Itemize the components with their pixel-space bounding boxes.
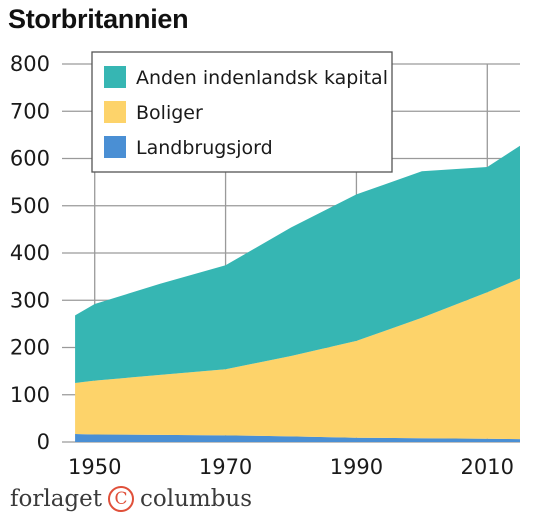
- area-boliger: [75, 278, 520, 440]
- legend: Anden indenlandsk kapital Boliger Landbrug…: [91, 51, 393, 173]
- y-axis: 0 100 200 300 400 500 600 700 800: [10, 52, 50, 454]
- x-axis: 1950 1970 1990 2010: [68, 455, 514, 479]
- y-tick-label: 800: [10, 52, 50, 76]
- legend-box: [91, 51, 393, 173]
- x-tick-label: 1990: [330, 455, 383, 479]
- legend-label: Anden indenlandsk kapital: [136, 67, 388, 89]
- footer-publisher-right: columbus: [140, 486, 253, 512]
- legend-swatch-boliger: [104, 101, 126, 123]
- legend-swatch-landbrugsjord: [104, 136, 126, 158]
- x-tick-label: 2010: [461, 455, 514, 479]
- y-tick-label: 700: [10, 99, 50, 123]
- legend-label: Boliger: [136, 102, 203, 124]
- area-landbrugsjord: [75, 433, 520, 442]
- copyright-icon: C: [108, 486, 134, 512]
- y-tick-label: 300: [10, 288, 50, 312]
- y-tick-label: 600: [10, 147, 50, 171]
- x-tick-label: 1970: [199, 455, 252, 479]
- page-title: Storbritannien: [8, 4, 189, 34]
- y-tick-label: 200: [10, 336, 50, 360]
- area-anden-indenlandsk-kapital: [75, 145, 520, 383]
- y-tick-label: 400: [10, 241, 50, 265]
- area-series: [75, 145, 520, 442]
- legend-swatch-anden-indenlandsk-kapital: [104, 66, 126, 88]
- y-tick-label: 100: [10, 383, 50, 407]
- y-tick-label: 0: [37, 430, 50, 454]
- y-tick-label: 500: [10, 194, 50, 218]
- x-tick-label: 1950: [68, 455, 121, 479]
- footer-publisher-left: forlaget: [10, 486, 102, 512]
- legend-label: Landbrugsjord: [136, 137, 273, 159]
- footer: forlaget C columbus: [10, 486, 252, 512]
